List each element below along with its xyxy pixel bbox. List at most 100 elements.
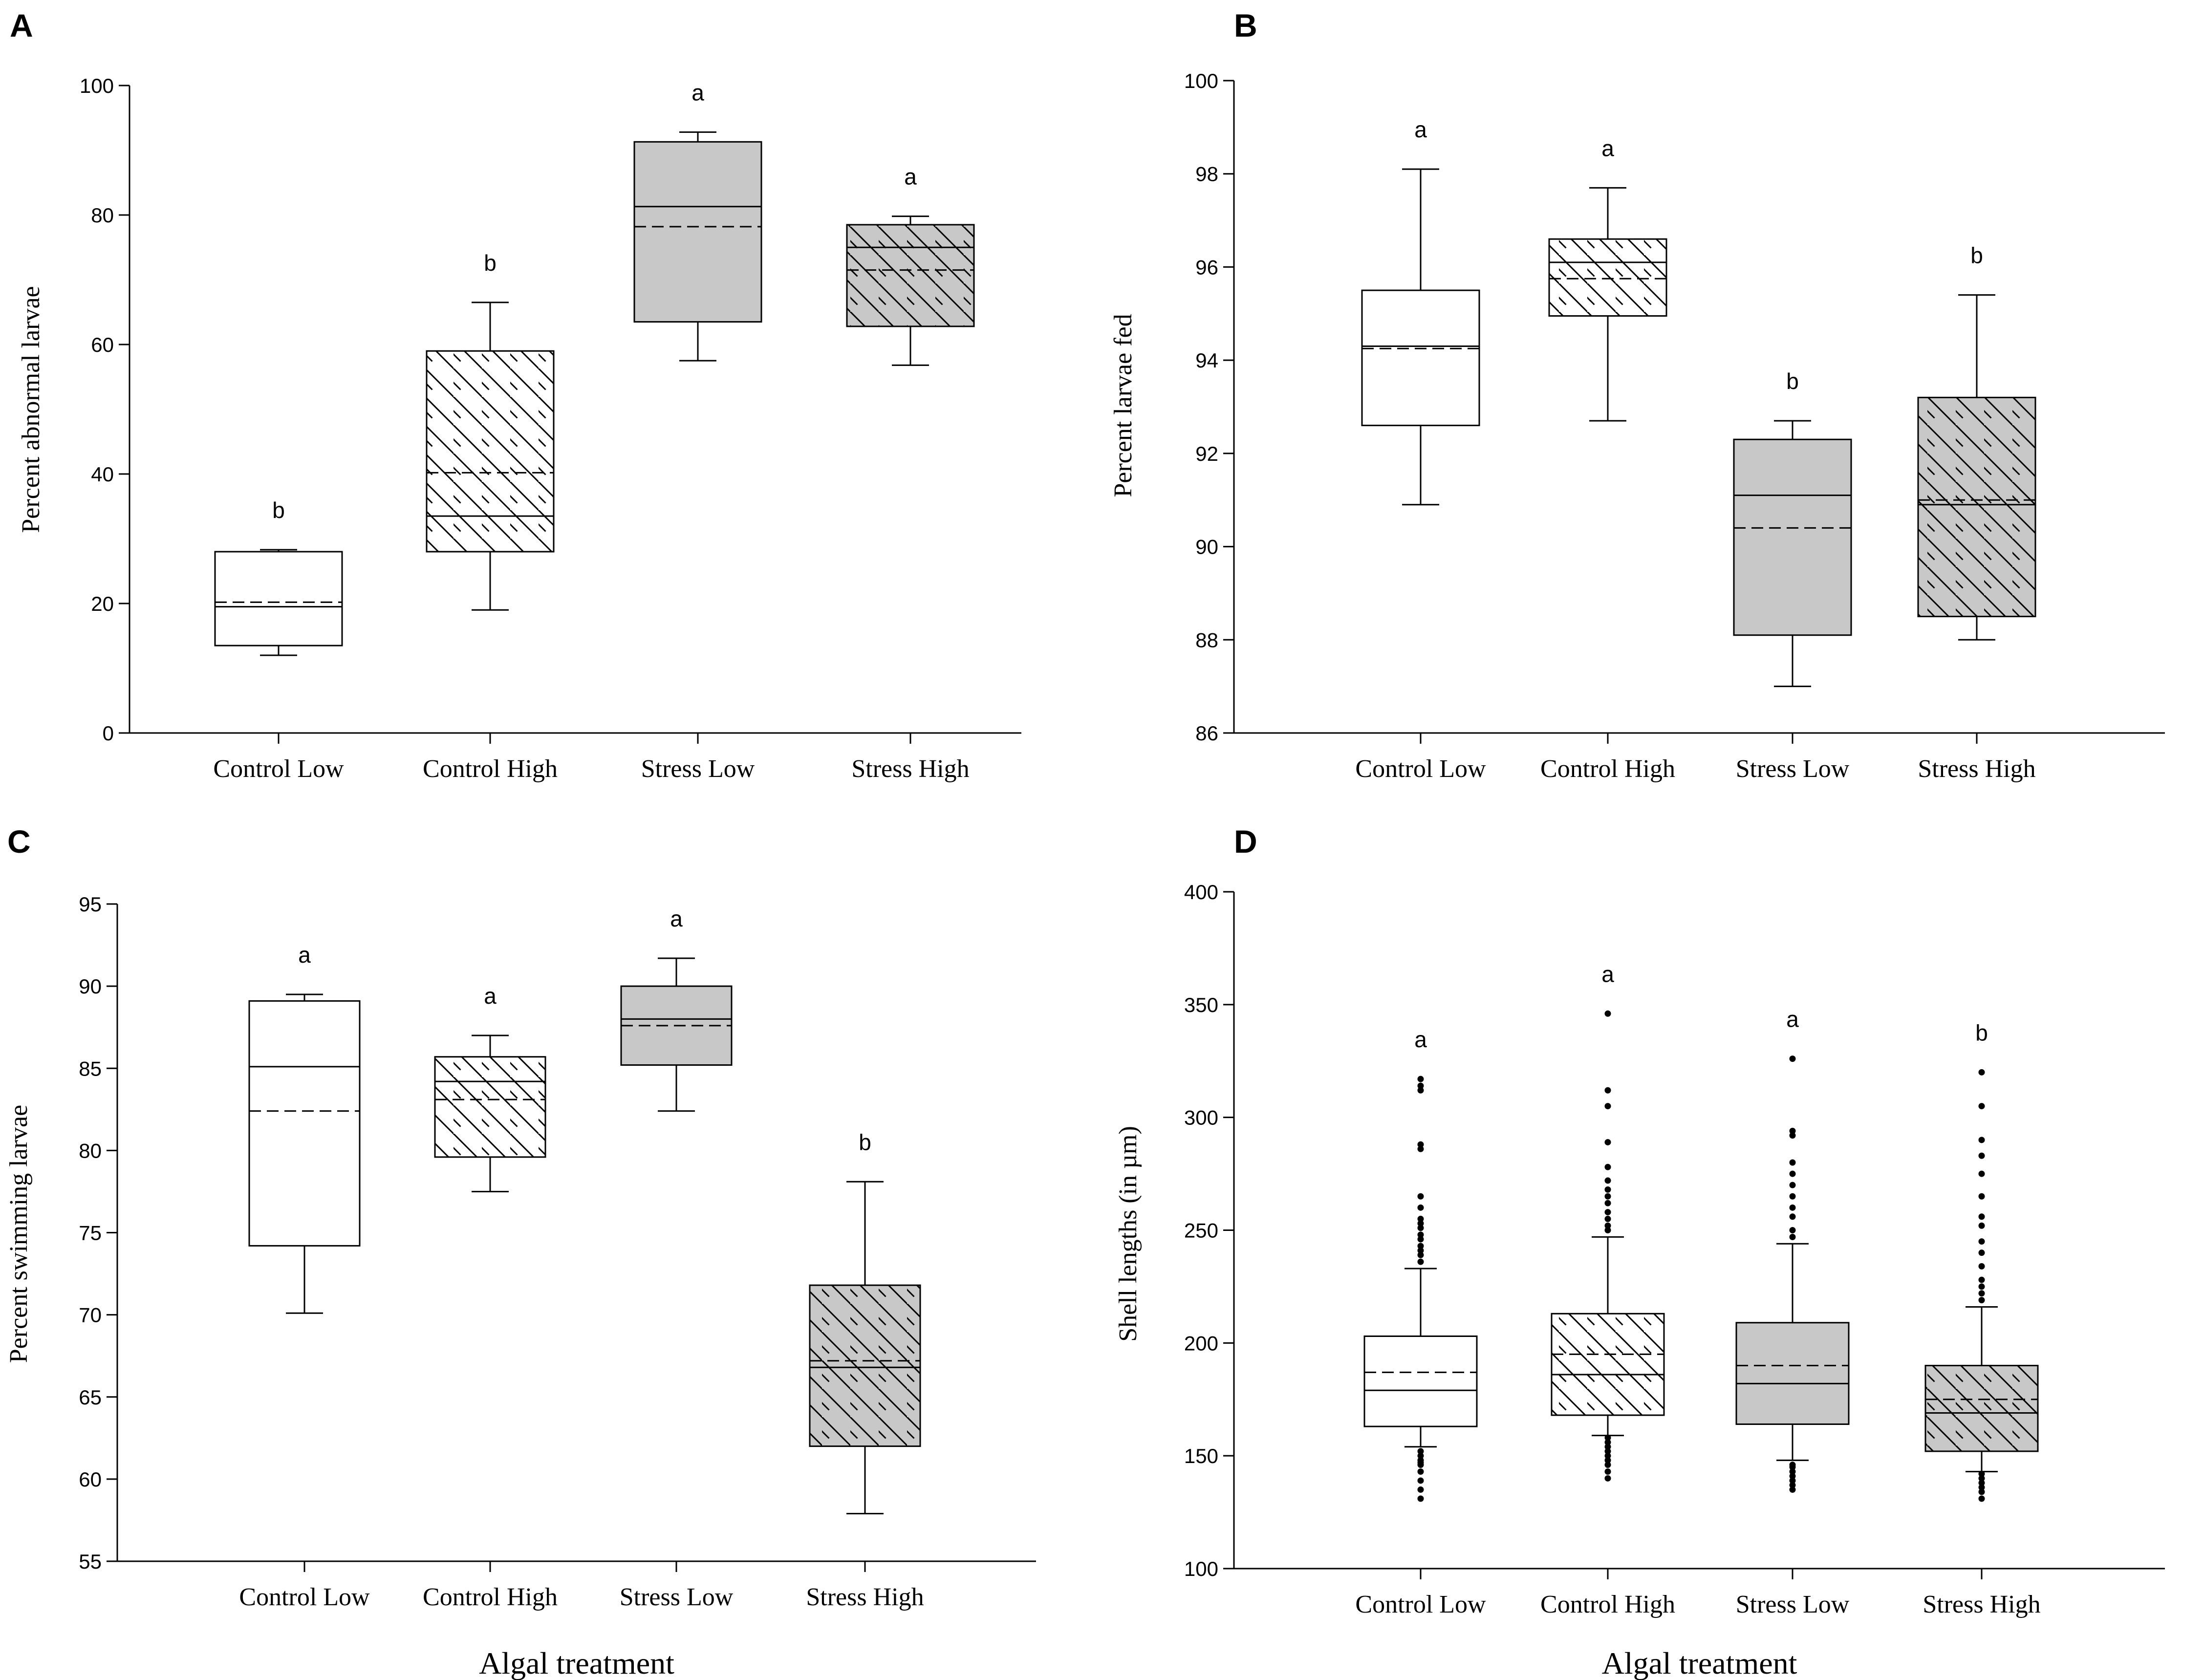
outlier-point: [1604, 1468, 1611, 1475]
outlier-point: [1417, 1486, 1424, 1493]
box-control-low: a: [248, 942, 361, 1314]
outlier-point: [1417, 1141, 1424, 1148]
outlier-point: [1789, 1204, 1796, 1211]
outlier-point: [1417, 1495, 1424, 1502]
outlier-point: [1789, 1159, 1796, 1166]
box-stress-high: b: [1924, 1020, 2039, 1502]
box-body-fill: [249, 1001, 360, 1246]
box-stress-high: b: [1917, 243, 2036, 641]
chart-panel-a: A 0 20 40 60 80 100 Percent abnormal larvae Cont…: [10, 7, 1021, 783]
outlier-point: [1604, 1139, 1611, 1145]
significance-letter: a: [691, 80, 704, 105]
y-tick-label: 20: [91, 592, 114, 615]
outlier-point: [1789, 1482, 1796, 1488]
y-tick-label: 75: [79, 1222, 102, 1245]
outlier-point: [1604, 1209, 1611, 1216]
y-tick-label: 100: [80, 74, 114, 97]
x-tick-label: Stress High: [806, 1583, 924, 1611]
outlier-point: [1417, 1452, 1424, 1459]
box-hatch: [1918, 397, 2035, 617]
y-axis-title: Percent abnormal larvae: [17, 286, 45, 533]
outlier-point: [1789, 1055, 1796, 1062]
outlier-point: [1417, 1215, 1424, 1222]
box-outline: [1361, 289, 1480, 427]
outlier-point: [1978, 1488, 1985, 1495]
outlier-point: [1417, 1448, 1424, 1455]
box-body-fill: [1734, 439, 1851, 635]
y-tick-label: 94: [1195, 349, 1218, 372]
outlier-point: [1604, 1448, 1611, 1455]
outlier-point: [1978, 1137, 1985, 1143]
chart-panel-d: D 100 150 200 250 300 350 400 Shell lengths (in …: [1114, 823, 2165, 1680]
y-tick-label: 60: [91, 333, 114, 356]
box-outline: [1363, 1335, 1478, 1427]
box-hatch: [847, 224, 974, 326]
outlier-point: [1604, 1462, 1611, 1468]
significance-letter: a: [298, 942, 311, 968]
box-outline: [214, 551, 343, 646]
outlier-point: [1978, 1193, 1985, 1200]
box-outline: [1924, 1365, 2039, 1452]
x-tick-label: Control Low: [1355, 755, 1486, 783]
x-tick-label: Control Low: [239, 1583, 370, 1611]
chart-panel-c: C 55 60 65 70 75 80 85 90 95 Percent swimming larv…: [5, 823, 1036, 1680]
outlier-point: [1978, 1213, 1985, 1220]
outlier-point: [1978, 1484, 1985, 1491]
outlier-point: [1604, 1087, 1611, 1094]
box-outline: [434, 1056, 546, 1158]
box-control-low: a: [1363, 1027, 1478, 1502]
outlier-point: [1789, 1462, 1796, 1468]
outlier-point: [1417, 1076, 1424, 1082]
box-control-low: b: [214, 497, 343, 656]
significance-letter: b: [484, 250, 497, 276]
outlier-point: [1978, 1480, 1985, 1486]
outlier-point: [1978, 1470, 1985, 1477]
box-outline: [1548, 238, 1667, 317]
outlier-point: [1978, 1495, 1985, 1502]
x-tick-label: Stress Low: [1736, 755, 1850, 783]
outlier-point: [1789, 1486, 1796, 1493]
outlier-point: [1604, 1010, 1611, 1017]
box-outline: [248, 1000, 361, 1247]
y-tick-label: 85: [79, 1057, 102, 1080]
box-control-high: a: [1548, 135, 1667, 422]
outlier-point: [1789, 1182, 1796, 1188]
y-axis-title: Shell lengths (in µm): [1114, 1126, 1142, 1342]
y-tick-label: 86: [1195, 722, 1218, 745]
x-axis-title: Algal treatment: [1602, 1646, 1797, 1680]
outlier-point: [1978, 1263, 1985, 1270]
y-tick-label: 250: [1184, 1219, 1218, 1242]
outlier-point: [1417, 1243, 1424, 1249]
box-outline: [809, 1284, 921, 1447]
outlier-point: [1604, 1439, 1611, 1445]
outlier-point: [1978, 1276, 1985, 1283]
outlier-point: [1978, 1290, 1985, 1297]
y-tick-label: 100: [1184, 69, 1218, 92]
y-tick-label: 40: [91, 463, 114, 486]
significance-letter: a: [1414, 117, 1427, 142]
outlier-point: [1417, 1251, 1424, 1258]
outlier-point: [1789, 1213, 1796, 1220]
box-outline: [633, 141, 762, 323]
box-stress-high: b: [809, 1129, 921, 1514]
outlier-point: [1604, 1227, 1611, 1233]
box-hatch: [1552, 1314, 1664, 1416]
box-control-low: a: [1361, 117, 1480, 506]
box-hatch: [1549, 239, 1666, 316]
y-tick-label: 350: [1184, 993, 1218, 1016]
panel-letter: A: [10, 7, 33, 43]
outlier-point: [1417, 1204, 1424, 1211]
outlier-point: [1789, 1170, 1796, 1177]
outlier-point: [1417, 1087, 1424, 1094]
outlier-point: [1604, 1103, 1611, 1110]
x-tick-label: Control High: [423, 755, 558, 783]
significance-letter: a: [1786, 1007, 1799, 1032]
outlier-point: [1789, 1127, 1796, 1134]
outlier-point: [1417, 1468, 1424, 1475]
outlier-point: [1604, 1443, 1611, 1450]
box-body-fill: [634, 142, 761, 322]
x-tick-label: Control High: [423, 1583, 558, 1611]
outlier-point: [1604, 1177, 1611, 1184]
y-tick-label: 150: [1184, 1444, 1218, 1467]
outlier-point: [1604, 1193, 1611, 1200]
